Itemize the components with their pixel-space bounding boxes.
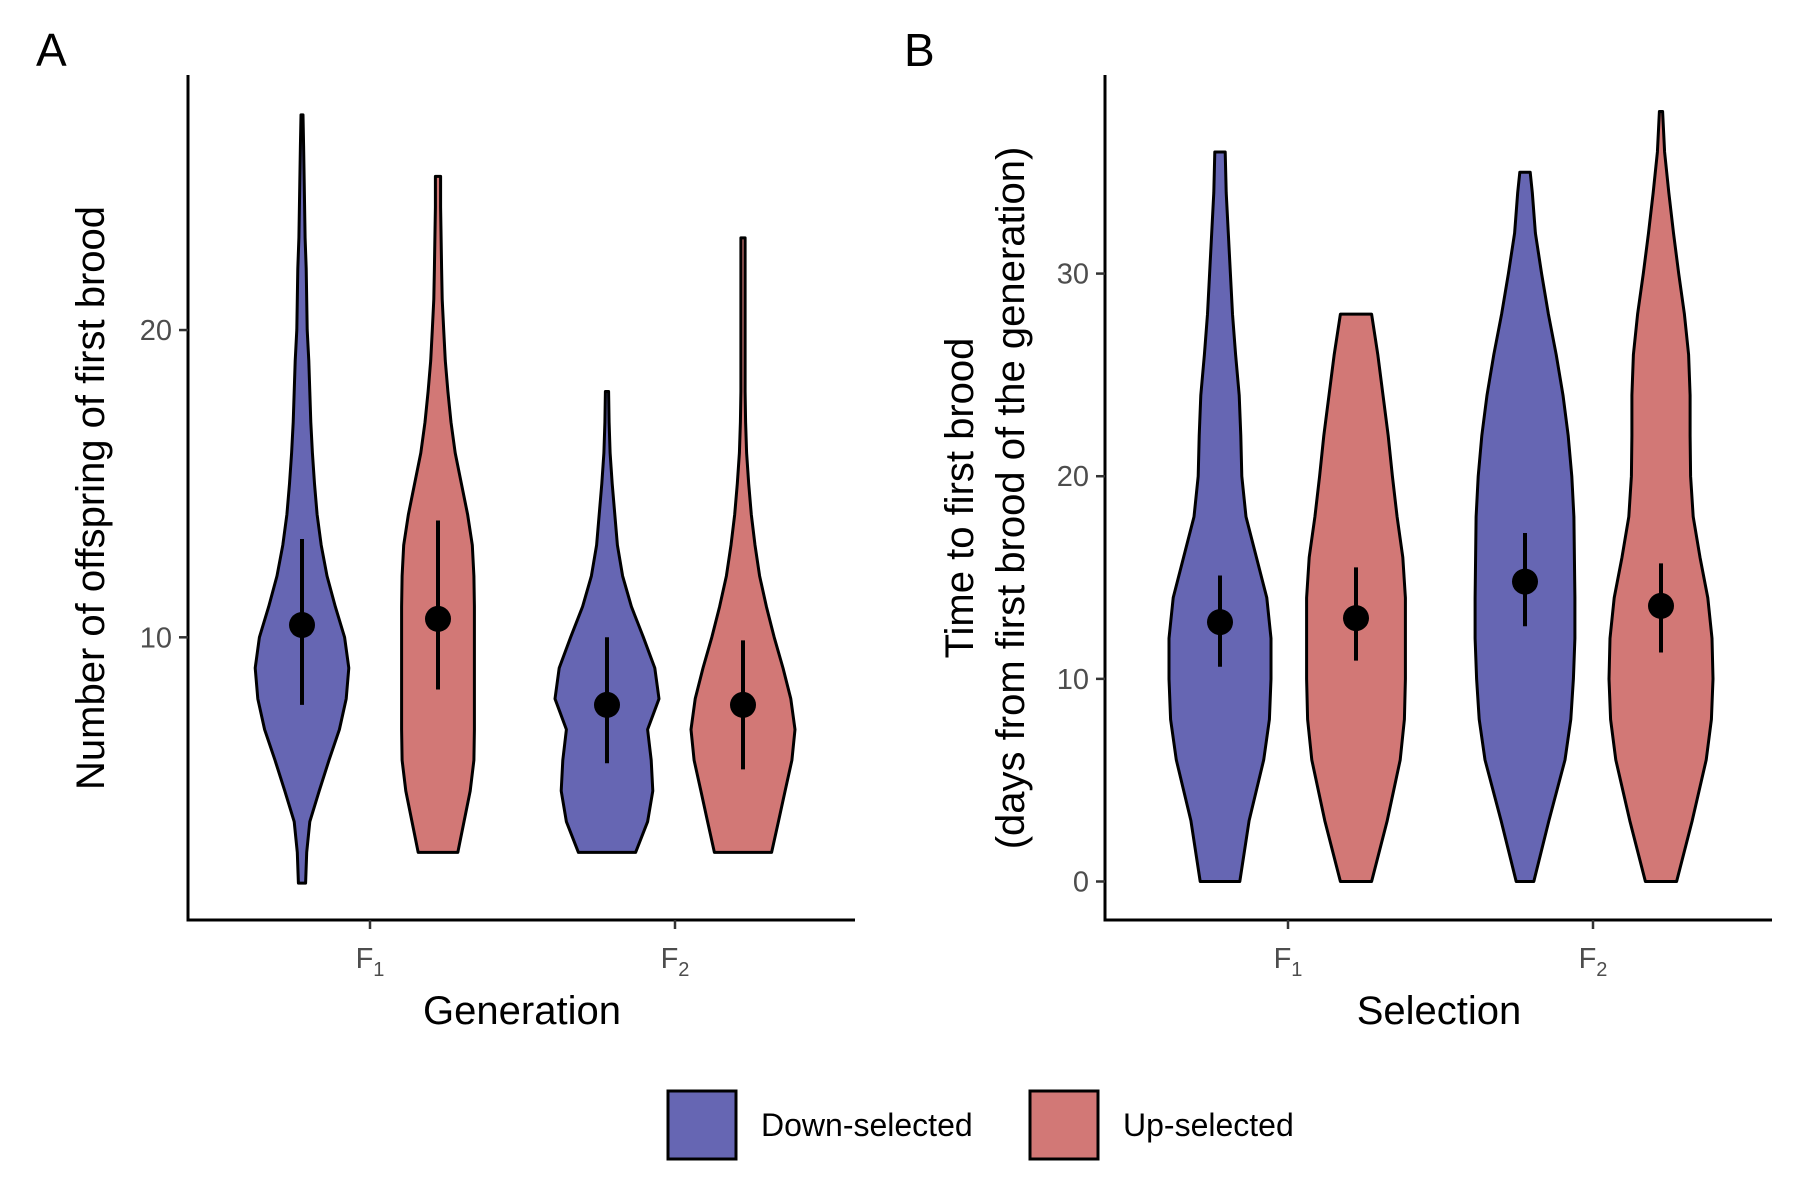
violin-up-selected-F2 <box>689 236 797 854</box>
mean-point-up-selected-F2 <box>1648 592 1674 619</box>
y-tick-label: 0 <box>1073 866 1089 898</box>
panel-a-label: A <box>36 24 67 76</box>
panel-b-violins <box>1167 110 1715 883</box>
violin-down-selected-F1 <box>253 113 351 885</box>
y-tick-label: 10 <box>140 622 172 654</box>
mean-point-down-selected-F2 <box>1512 568 1538 595</box>
mean-point-down-selected-F1 <box>1207 609 1233 636</box>
panel-b-y-axis-title-line-1: Time to first brood <box>938 338 982 659</box>
mean-point-up-selected-F1 <box>425 605 451 632</box>
violin-down-selected-F2 <box>1473 170 1577 883</box>
panel-b: B 0 10 20 30 F1 F2 Selection Time to first b… <box>904 24 1772 1033</box>
legend-label-down-selected: Down-selected <box>761 1107 973 1143</box>
legend-swatch-up-selected <box>1028 1089 1100 1161</box>
x-tick-label: F2 <box>1579 943 1608 981</box>
panel-a: A 10 20 F1 F2 Generation Number of offspri… <box>36 24 855 1033</box>
panel-a-y-ticks: 10 20 <box>140 315 188 654</box>
legend-label-up-selected: Up-selected <box>1123 1107 1294 1143</box>
mean-point-up-selected-F2 <box>730 691 756 718</box>
violin-down-selected-F1 <box>1167 150 1273 883</box>
y-tick-label: 30 <box>1057 259 1089 291</box>
legend-swatch-down-selected <box>666 1089 738 1161</box>
legend: Down-selected Up-selected <box>666 1089 1294 1161</box>
panel-b-y-ticks: 0 10 20 30 <box>1057 259 1105 898</box>
panel-a-y-axis-title: Number of offspring of first brood <box>69 206 113 790</box>
violin-up-selected-F1 <box>400 174 476 854</box>
violin-down-selected-F2 <box>553 390 661 854</box>
panel-b-label: B <box>904 24 935 76</box>
panel-a-violins <box>253 113 797 885</box>
y-tick-label: 10 <box>1057 664 1089 696</box>
x-tick-label: F1 <box>356 943 385 981</box>
y-tick-label: 20 <box>140 315 172 347</box>
violin-up-selected-F2 <box>1607 110 1715 883</box>
panel-b-x-axis-title: Selection <box>1357 989 1522 1033</box>
mean-point-down-selected-F2 <box>594 691 620 718</box>
panel-a-x-axis-title: Generation <box>423 989 621 1033</box>
mean-point-up-selected-F1 <box>1343 605 1369 632</box>
mean-point-down-selected-F1 <box>289 612 315 638</box>
x-tick-label: F2 <box>661 943 690 981</box>
panel-b-x-ticks: F1 F2 <box>1274 920 1608 981</box>
y-tick-label: 20 <box>1057 461 1089 493</box>
x-tick-label: F1 <box>1274 943 1303 981</box>
panel-a-x-ticks: F1 F2 <box>356 920 690 981</box>
panel-b-y-axis-title-line-2: (days from first brood of the generation… <box>989 147 1033 850</box>
